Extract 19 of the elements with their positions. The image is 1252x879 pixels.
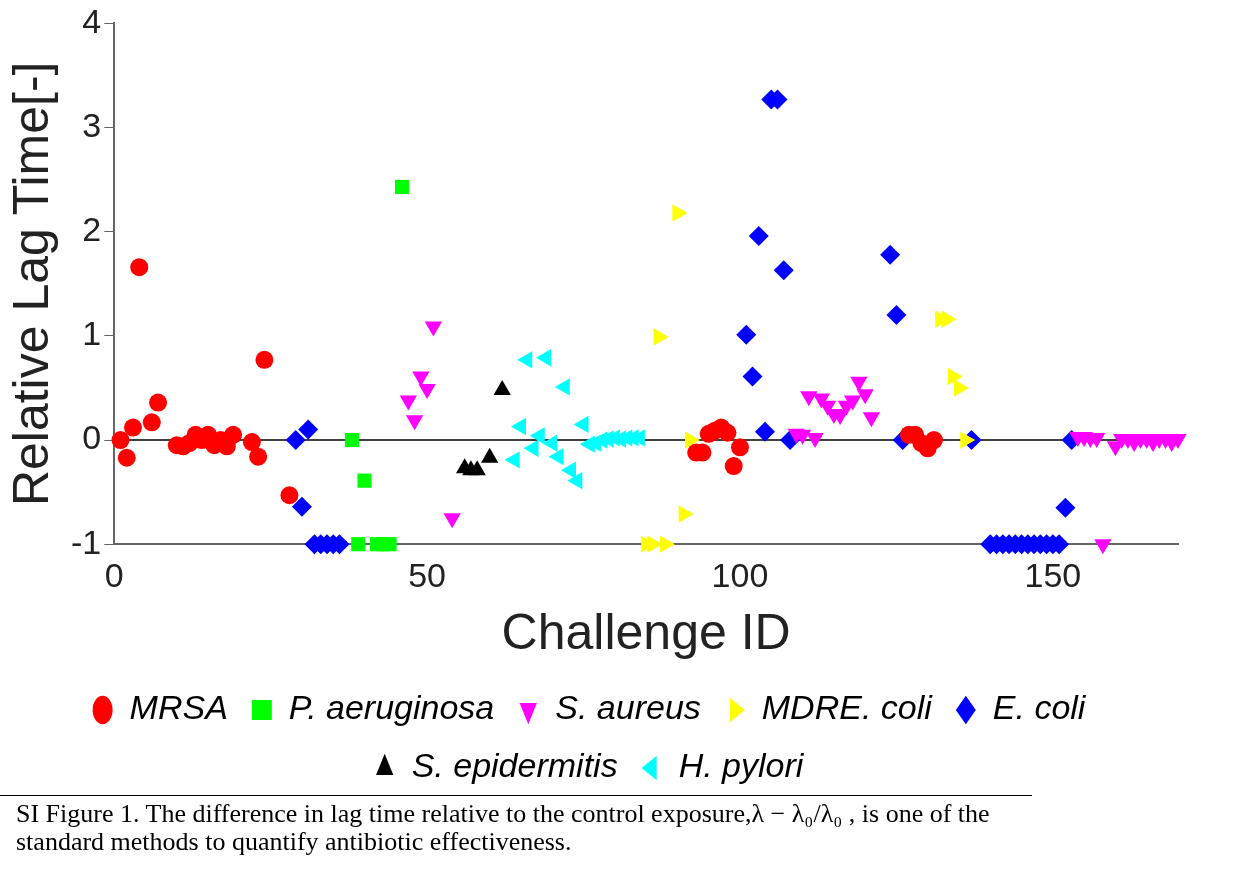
y-tick-label: 3 (82, 105, 102, 144)
legend-label: S. aureus (555, 688, 701, 727)
legend-label: H. pylori (678, 746, 805, 785)
y-tick-label: -1 (71, 522, 102, 561)
legend-label: S. epidermitis (411, 746, 618, 785)
legend-label: MDRE. coli (761, 688, 934, 727)
legend-label: E. coli (992, 688, 1087, 727)
y-tick-label: 0 (82, 418, 102, 457)
x-axis-title: Challenge ID (501, 603, 791, 660)
x-tick-label: 150 (1024, 555, 1082, 594)
y-tick-label: 1 (82, 314, 102, 353)
legend-label: P. aeruginosa (288, 688, 495, 727)
y-tick-label: 2 (82, 210, 102, 249)
y-tick-label: 4 (82, 1, 102, 40)
x-tick-label: 100 (711, 555, 769, 594)
x-tick-label: 50 (408, 555, 447, 594)
legend-label: MRSA (129, 688, 228, 727)
text: SI Figure 1. The difference in lag time relative to the control exposure,λ − λ₀/λ₀ , is one of the standard methods to quantify antibiotic effectiveness. (0, 795, 1032, 860)
y-axis-title: Relative Lag Time[-] (2, 61, 59, 507)
